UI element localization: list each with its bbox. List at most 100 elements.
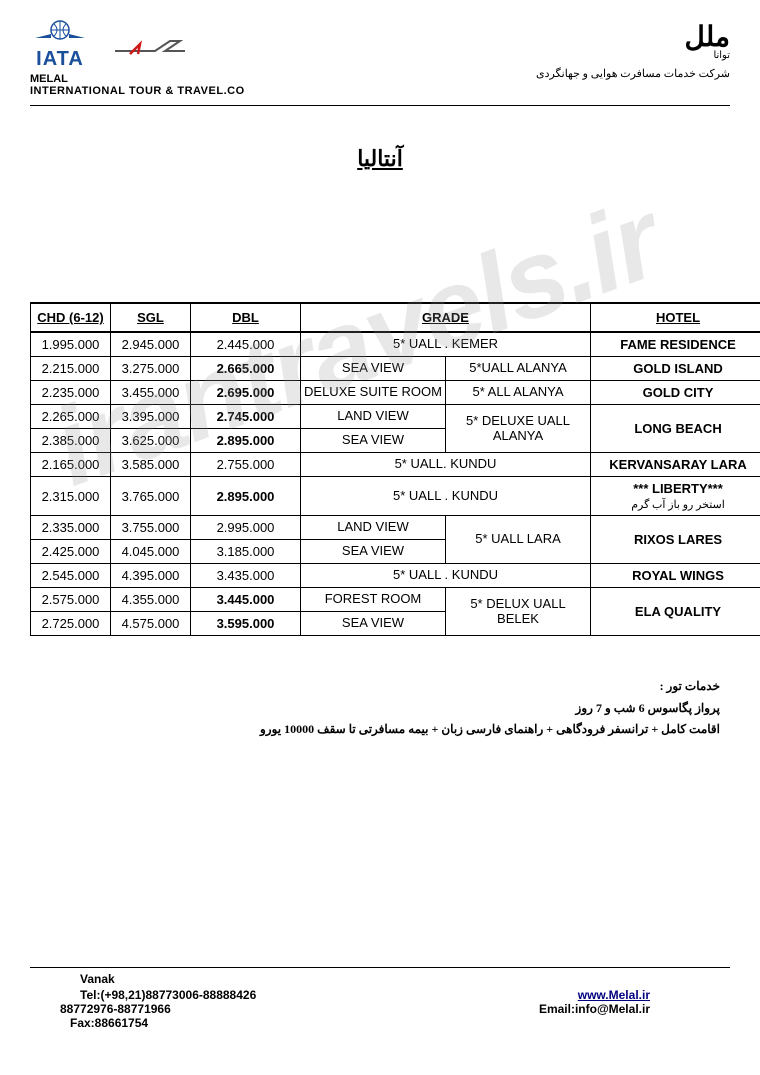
note-line: پرواز پگاسوس 6 شب و 7 روز (30, 698, 720, 720)
table-cell: LAND VIEW (301, 516, 446, 540)
header-left: IATA MELAL INTERNATIONAL TOUR & TRAVEL.C… (30, 20, 245, 97)
table-row: 2.335.0003.755.0002.995.000LAND VIEW5* U… (31, 516, 760, 540)
table-cell: 2.945.000 (111, 332, 191, 357)
table-cell: 2.895.000 (191, 429, 301, 453)
table-row: 2.235.0003.455.0002.695.000DELUXE SUITE … (31, 381, 760, 405)
table-cell: 3.625.000 (111, 429, 191, 453)
table-cell: 3.765.000 (111, 477, 191, 516)
table-row: 2.545.0004.395.0003.435.0005* UALL . KUN… (31, 564, 760, 588)
table-row: 2.165.0003.585.0002.755.0005* UALL. KUND… (31, 453, 760, 477)
table-cell: 4.395.000 (111, 564, 191, 588)
table-cell: SEA VIEW (301, 540, 446, 564)
brand-fa: ملل (536, 20, 730, 54)
page: irantravels.ir IATA MELAL INTERNATIO (0, 0, 760, 1075)
footer-url[interactable]: www.Melal.ir (578, 988, 650, 1002)
table-cell: 3.445.000 (191, 588, 301, 612)
table-cell: 2.895.000 (191, 477, 301, 516)
table-cell: 2.315.000 (31, 477, 111, 516)
page-title: آنتالیا (30, 146, 730, 172)
table-row: 1.995.0002.945.0002.445.0005* UALL . KEM… (31, 332, 760, 357)
table-cell: 5* DELUX UALL BELEK (446, 588, 591, 636)
table-cell: LAND VIEW (301, 405, 446, 429)
footer-tel: Tel:(+98,21)88773006-88888426 (30, 988, 256, 1002)
table-row: 2.575.0004.355.0003.445.000FOREST ROOM5*… (31, 588, 760, 612)
table-cell: 5* UALL . KUNDU (301, 477, 591, 516)
table-cell: 2.215.000 (31, 357, 111, 381)
th-hotel: HOTEL (591, 303, 760, 332)
table-cell: 2.445.000 (191, 332, 301, 357)
table-cell: 5* DELUXE UALL ALANYA (446, 405, 591, 453)
table-cell: 5* UALL LARA (446, 516, 591, 564)
table-cell: 3.395.000 (111, 405, 191, 429)
header-right: ملل توانا شرکت خدمات مسافرت هوایی و جهان… (536, 20, 730, 80)
th-sgl: SGL (111, 303, 191, 332)
table-cell: 3.185.000 (191, 540, 301, 564)
table-cell: 2.745.000 (191, 405, 301, 429)
table-cell: DELUXE SUITE ROOM (301, 381, 446, 405)
table-cell: 4.575.000 (111, 612, 191, 636)
table-cell: 3.595.000 (191, 612, 301, 636)
table-cell: 2.725.000 (31, 612, 111, 636)
table-cell: 2.385.000 (31, 429, 111, 453)
th-grade: GRADE (301, 303, 591, 332)
th-chd: CHD (6-12) (31, 303, 111, 332)
table-cell: 3.435.000 (191, 564, 301, 588)
hotel-cell: GOLD ISLAND (591, 357, 760, 381)
table-cell: 3.275.000 (111, 357, 191, 381)
table-cell: 5*UALL ALANYA (446, 357, 591, 381)
company-name-en: INTERNATIONAL TOUR & TRAVEL.CO (30, 85, 245, 97)
footer-address: Vanak (30, 972, 730, 986)
table-cell: 3.455.000 (111, 381, 191, 405)
table-cell: 4.045.000 (111, 540, 191, 564)
table-cell: 3.585.000 (111, 453, 191, 477)
table-cell: 5* UALL . KEMER (301, 332, 591, 357)
table-cell: 2.235.000 (31, 381, 111, 405)
globe-wings-icon (30, 20, 90, 48)
logo-row: IATA (30, 20, 245, 71)
table-cell: 2.695.000 (191, 381, 301, 405)
header: IATA MELAL INTERNATIONAL TOUR & TRAVEL.C… (30, 20, 730, 106)
table-row: 2.315.0003.765.0002.895.0005* UALL . KUN… (31, 477, 760, 516)
hotel-cell: LONG BEACH (591, 405, 760, 453)
table-cell: SEA VIEW (301, 357, 446, 381)
table-cell: 2.755.000 (191, 453, 301, 477)
table-row: 2.265.0003.395.0002.745.000LAND VIEW5* D… (31, 405, 760, 429)
table-cell: FOREST ROOM (301, 588, 446, 612)
table-cell: 2.265.000 (31, 405, 111, 429)
table-cell: 4.355.000 (111, 588, 191, 612)
table-cell: 2.665.000 (191, 357, 301, 381)
table-header-row: CHD (6-12) SGL DBL GRADE HOTEL (31, 303, 760, 332)
footer: Vanak Tel:(+98,21)88773006-88888426 www.… (30, 967, 730, 1030)
hotel-cell: KERVANSARAY LARA (591, 453, 760, 477)
hotel-cell: RIXOS LARES (591, 516, 760, 564)
table-cell: 5* UALL . KUNDU (301, 564, 591, 588)
table-cell: 5* UALL. KUNDU (301, 453, 591, 477)
hotel-cell: ELA QUALITY (591, 588, 760, 636)
table-cell: 1.995.000 (31, 332, 111, 357)
table-cell: SEA VIEW (301, 612, 446, 636)
arrow-logo-icon (110, 26, 190, 66)
th-dbl: DBL (191, 303, 301, 332)
table-cell: 2.995.000 (191, 516, 301, 540)
iata-logo: IATA (30, 20, 90, 71)
hotel-cell: ROYAL WINGS (591, 564, 760, 588)
table-cell: 5* ALL ALANYA (446, 381, 591, 405)
note-line: خدمات تور : (30, 676, 720, 698)
iata-text: IATA (36, 48, 84, 71)
note-line: اقامت کامل + ترانسفر فرودگاهی + راهنمای … (30, 719, 720, 741)
table-cell: 2.545.000 (31, 564, 111, 588)
hotel-cell: FAME RESIDENCE (591, 332, 760, 357)
price-table: CHD (6-12) SGL DBL GRADE HOTEL 1.995.000… (30, 302, 760, 636)
table-body: 1.995.0002.945.0002.445.0005* UALL . KEM… (31, 332, 760, 636)
footer-fax: Fax:88661754 (30, 1016, 730, 1030)
table-cell: 3.755.000 (111, 516, 191, 540)
melal-label: MELAL (30, 73, 245, 85)
table-row: 2.215.0003.275.0002.665.000SEA VIEW5*UAL… (31, 357, 760, 381)
hotel-cell: *** LIBERTY***استخر رو باز آب گرم (591, 477, 760, 516)
footer-tel2: 88772976-88771966 (30, 1002, 171, 1016)
table-cell: 2.165.000 (31, 453, 111, 477)
footer-email: Email:info@Melal.ir (539, 1002, 730, 1016)
table-cell: 2.425.000 (31, 540, 111, 564)
hotel-cell: GOLD CITY (591, 381, 760, 405)
notes: خدمات تور : پرواز پگاسوس 6 شب و 7 روز اق… (30, 676, 730, 741)
